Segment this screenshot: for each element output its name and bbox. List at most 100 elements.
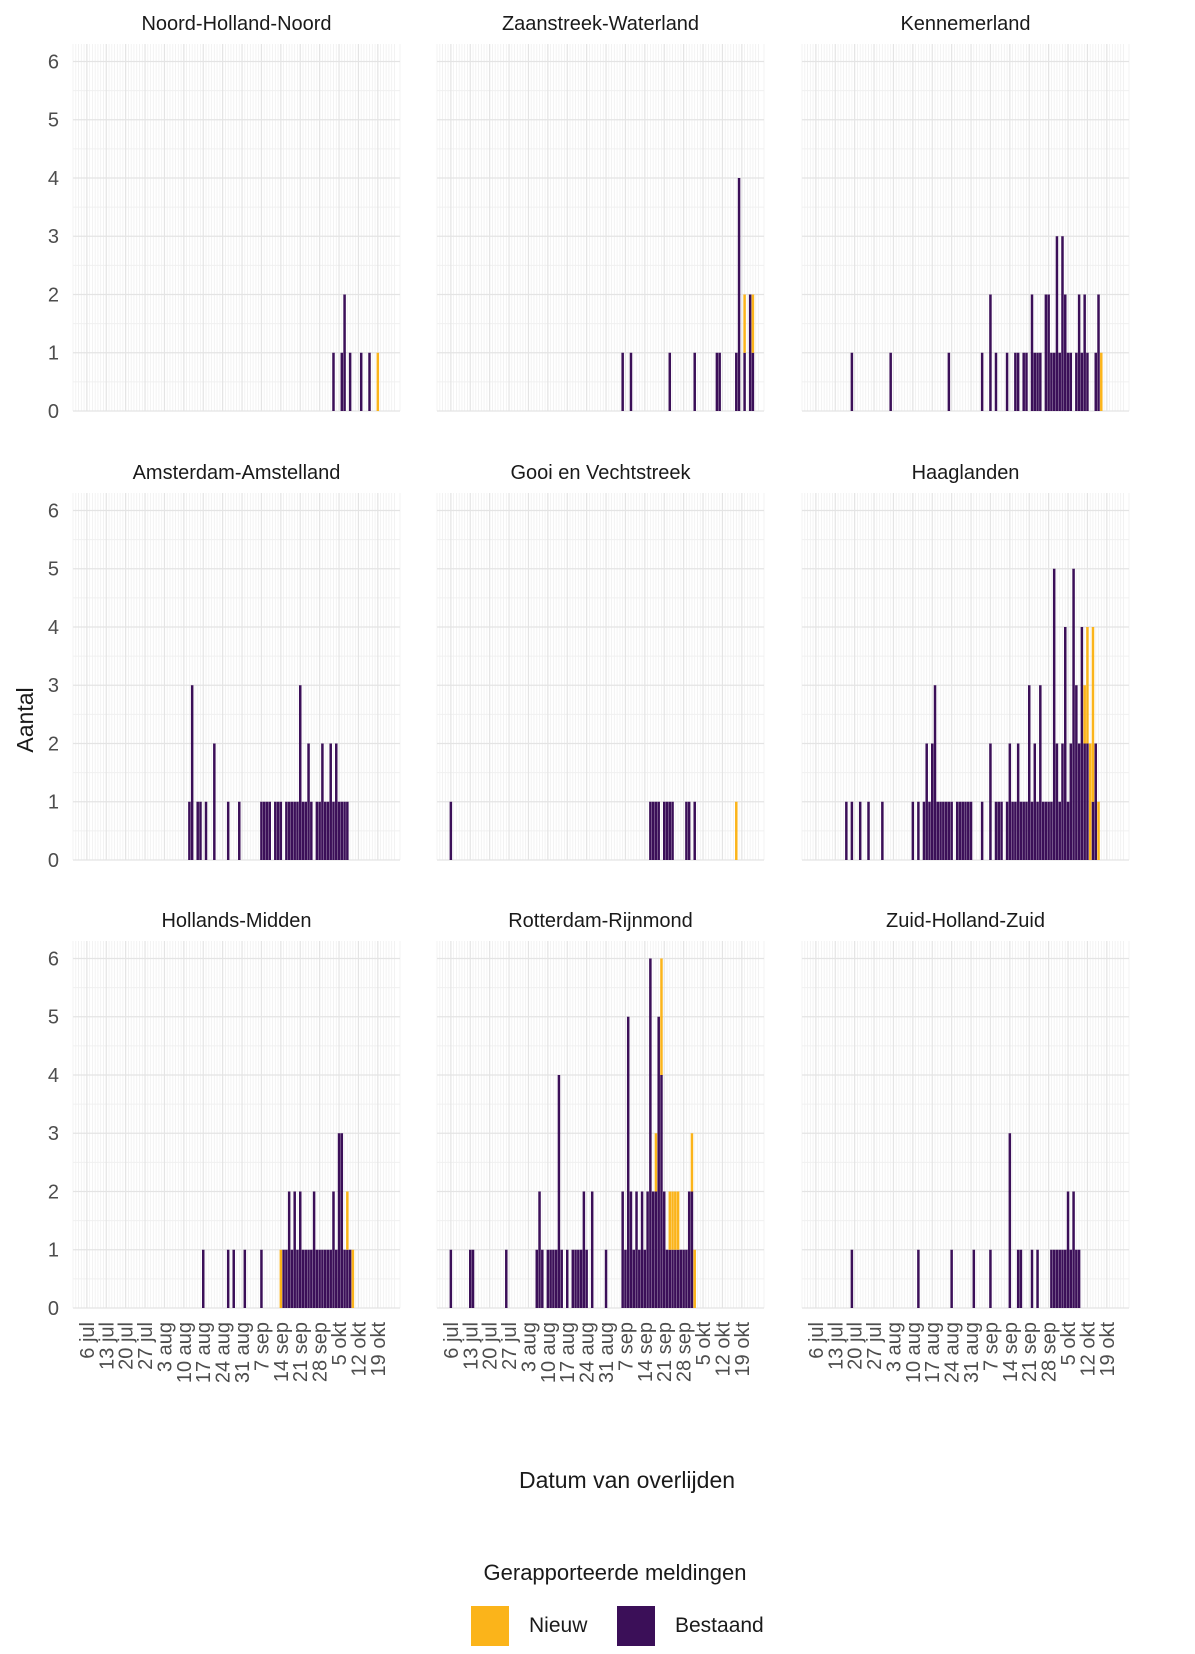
bar-bestaand — [326, 1249, 330, 1308]
bar-bestaand — [1083, 743, 1086, 860]
bar-bestaand — [1075, 685, 1078, 860]
bar-bestaand — [323, 801, 327, 860]
bar-bestaand — [737, 177, 741, 411]
bar-bestaand — [922, 801, 926, 860]
bar-bestaand — [293, 801, 296, 860]
bar-bestaand — [290, 1249, 294, 1308]
bar-bestaand — [1030, 294, 1034, 411]
bar-bestaand — [449, 801, 453, 860]
bar-bestaand — [290, 801, 294, 860]
bar-nieuw — [279, 1249, 283, 1308]
x-tick-label: 5 okt — [1058, 1322, 1080, 1366]
bar-bestaand — [1097, 294, 1100, 411]
x-tick-label: 10 aug — [538, 1322, 560, 1383]
bar-nieuw — [735, 801, 738, 860]
legend-label-bestaand: Bestaand — [675, 1614, 764, 1637]
bar-bestaand — [1039, 685, 1042, 860]
bar-bestaand — [1077, 743, 1081, 860]
bar-bestaand — [635, 1191, 638, 1308]
bar-bestaand — [1011, 801, 1014, 860]
bar-bestaand — [332, 1191, 335, 1308]
bar-bestaand — [1069, 743, 1073, 860]
bar-nieuw — [1083, 685, 1086, 744]
bar-bestaand — [310, 801, 313, 860]
bar-bestaand — [939, 801, 942, 860]
bar-bestaand — [293, 1191, 296, 1308]
panels: Noord-Holland-Noord 0 1 2 3 4 5 6 Zaanstreek-Wat… — [48, 13, 1130, 1383]
x-tick-label: 7 sep — [980, 1322, 1002, 1371]
panel-gooi-en-vechtstreek: Gooi en Vechtstreek — [436, 462, 765, 861]
legend-title: Gerapporteerde meldingen — [483, 1560, 747, 1585]
panel-kennemerland: Kennemerland — [801, 13, 1130, 412]
bar-bestaand — [718, 352, 721, 411]
bar-bestaand — [337, 1133, 341, 1308]
bar-bestaand — [1033, 352, 1037, 411]
bar-bestaand — [471, 1249, 475, 1308]
bar-bestaand — [199, 801, 202, 860]
y-tick-label: 3 — [48, 675, 59, 697]
x-tick-label: 24 aug — [577, 1322, 599, 1383]
bar-nieuw — [1086, 626, 1089, 744]
legend-item-nieuw: Nieuw — [471, 1606, 587, 1646]
bar-bestaand — [626, 1016, 630, 1308]
bar-bestaand — [315, 1249, 319, 1308]
legend-key-nieuw — [471, 1606, 509, 1646]
bar-bestaand — [582, 1191, 586, 1308]
bar-bestaand — [335, 1249, 338, 1308]
bar-bestaand — [1000, 801, 1003, 860]
panel-title: Noord-Holland-Noord — [141, 13, 331, 35]
bar-bestaand — [298, 1191, 302, 1308]
x-tick-label: 7 sep — [615, 1322, 637, 1371]
y-tick-label: 5 — [48, 1007, 59, 1029]
bar-bestaand — [565, 1249, 569, 1308]
bar-bestaand — [1044, 801, 1048, 860]
bar-bestaand — [1091, 801, 1095, 860]
bar-bestaand — [1052, 1249, 1056, 1308]
legend-key-bestaand — [617, 1606, 655, 1646]
bar-bestaand — [867, 801, 870, 860]
bar-nieuw — [668, 1191, 672, 1250]
bar-bestaand — [1050, 352, 1053, 411]
bar-bestaand — [1025, 801, 1028, 860]
bar-bestaand — [994, 801, 998, 860]
bar-bestaand — [307, 1249, 310, 1308]
x-tick-label: 6 jul — [441, 1322, 463, 1359]
bar-bestaand — [1041, 801, 1045, 860]
bar-bestaand — [188, 801, 191, 860]
bar-bestaand — [577, 1249, 580, 1308]
bar-bestaand — [715, 352, 719, 411]
bar-bestaand — [693, 801, 696, 860]
bar-bestaand — [1016, 743, 1020, 860]
bar-bestaand — [933, 685, 937, 860]
x-axis-label: Datum van overlijden — [519, 1467, 735, 1493]
bar-bestaand — [1061, 743, 1064, 860]
bar-bestaand — [343, 294, 346, 411]
bar-bestaand — [1058, 1249, 1061, 1308]
bar-bestaand — [304, 801, 308, 860]
bar-bestaand — [693, 352, 696, 411]
bar-bestaand — [469, 1249, 472, 1308]
bar-bestaand — [552, 1249, 555, 1308]
bar-bestaand — [1005, 801, 1009, 860]
bar-bestaand — [989, 743, 992, 860]
bar-bestaand — [735, 352, 738, 411]
bar-bestaand — [1061, 1249, 1064, 1308]
bar-bestaand — [1050, 801, 1053, 860]
bar-bestaand — [1080, 352, 1084, 411]
bar-bestaand — [646, 1191, 649, 1308]
y-tick-label: 4 — [48, 1065, 59, 1087]
bar-bestaand — [304, 1249, 308, 1308]
bar-bestaand — [925, 743, 928, 860]
panel-title: Zaanstreek-Waterland — [502, 13, 699, 35]
bar-bestaand — [340, 801, 344, 860]
bar-bestaand — [676, 1249, 680, 1308]
bar-bestaand — [662, 1191, 666, 1308]
bar-bestaand — [1066, 801, 1070, 860]
bar-bestaand — [346, 1249, 349, 1308]
panel-title: Gooi en Vechtstreek — [510, 462, 691, 484]
bar-bestaand — [538, 1191, 541, 1308]
bar-bestaand — [348, 1249, 352, 1308]
bar-bestaand — [1080, 626, 1084, 860]
bar-bestaand — [1036, 352, 1039, 411]
